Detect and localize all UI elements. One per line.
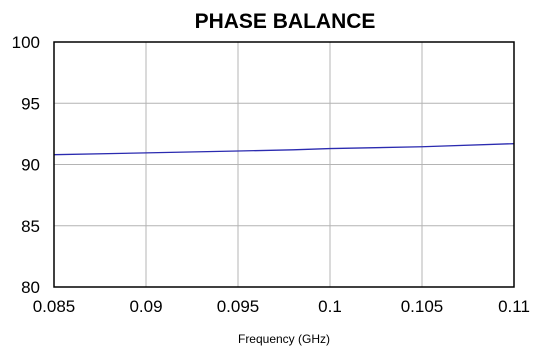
x-tick-label: 0.11 bbox=[498, 297, 530, 316]
grid-lines bbox=[53, 41, 515, 288]
plot-area-border bbox=[53, 41, 515, 288]
x-tick-label: 0.085 bbox=[33, 297, 76, 316]
x-axis-ticks: 0.085 0.09 0.095 0.1 0.105 0.11 bbox=[33, 297, 530, 316]
y-tick-label: 95 bbox=[21, 94, 40, 113]
y-axis-ticks: 80 85 90 95 100 bbox=[12, 33, 40, 297]
x-axis-label: Frequency (GHz) bbox=[238, 332, 330, 346]
y-tick-label: 80 bbox=[21, 278, 40, 297]
x-tick-label: 0.1 bbox=[318, 297, 342, 316]
y-tick-label: 85 bbox=[21, 217, 40, 236]
y-tick-label: 90 bbox=[21, 156, 40, 175]
series-layer bbox=[53, 143, 515, 156]
x-tick-label: 0.105 bbox=[401, 297, 444, 316]
series-line bbox=[53, 143, 515, 156]
y-tick-label: 100 bbox=[12, 33, 40, 52]
x-tick-label: 0.095 bbox=[217, 297, 260, 316]
x-tick-label: 0.09 bbox=[129, 297, 162, 316]
chart-title: PHASE BALANCE bbox=[195, 10, 376, 33]
